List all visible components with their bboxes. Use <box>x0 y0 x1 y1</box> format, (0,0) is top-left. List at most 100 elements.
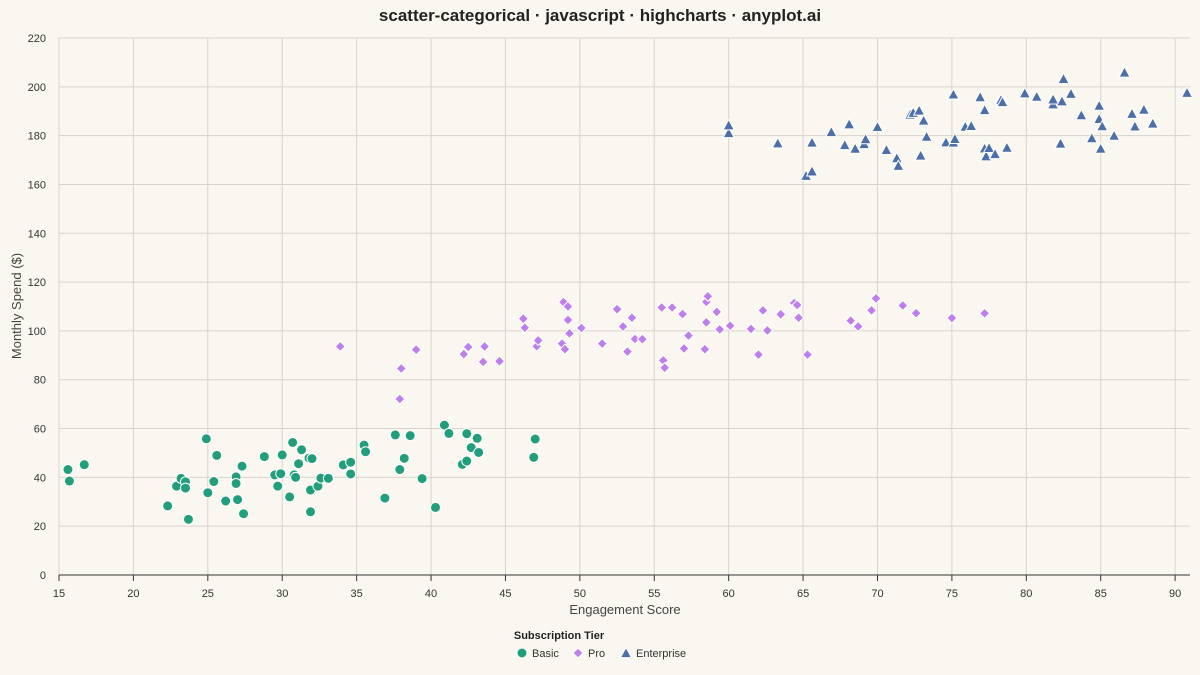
data-point <box>410 343 422 356</box>
data-point <box>978 103 991 116</box>
chart-title: scatter-categorical · javascript · highc… <box>379 6 821 25</box>
data-point <box>284 491 296 503</box>
data-point <box>275 468 287 480</box>
data-point <box>917 113 930 126</box>
data-point <box>430 501 442 513</box>
data-point <box>62 464 74 476</box>
data-point <box>722 118 736 131</box>
series-enterprise <box>722 65 1194 181</box>
data-point <box>519 322 531 334</box>
data-point <box>1018 86 1032 99</box>
y-tick-label: 120 <box>28 277 46 289</box>
data-point <box>676 308 689 320</box>
data-point <box>791 299 803 311</box>
data-point <box>1180 86 1194 98</box>
grid-lines <box>58 37 1190 575</box>
data-point <box>395 362 407 375</box>
triangle-marker-icon <box>619 646 633 659</box>
data-point <box>477 356 489 368</box>
data-point <box>182 513 194 525</box>
data-point <box>897 299 909 312</box>
data-point <box>322 472 334 484</box>
data-point <box>658 362 671 374</box>
x-tick-label: 80 <box>1020 588 1032 600</box>
data-point <box>1094 142 1108 154</box>
legend-title: Subscription Tier <box>514 630 605 642</box>
data-point <box>379 492 391 504</box>
data-point <box>272 480 284 492</box>
data-point <box>1125 107 1139 119</box>
series-basic <box>62 419 541 525</box>
data-point <box>394 464 406 476</box>
data-point <box>1095 119 1109 132</box>
data-point <box>655 301 668 314</box>
x-tick-label: 25 <box>202 588 214 600</box>
data-point <box>1057 72 1070 84</box>
data-point <box>801 348 814 361</box>
data-point <box>258 451 270 463</box>
y-tick-label: 80 <box>34 375 46 387</box>
y-tick-label: 140 <box>28 228 46 240</box>
data-point <box>682 329 695 342</box>
data-point <box>478 340 491 353</box>
data-point <box>948 132 962 144</box>
data-point <box>978 307 991 320</box>
data-point <box>859 132 872 145</box>
data-point <box>394 393 406 405</box>
data-point <box>345 468 357 480</box>
data-point <box>871 120 884 133</box>
x-tick-label: 50 <box>574 588 586 600</box>
data-point <box>575 322 588 334</box>
data-point <box>290 471 302 483</box>
data-point <box>702 290 714 302</box>
legend-item-pro[interactable]: Pro <box>572 647 605 660</box>
data-point <box>232 494 244 506</box>
data-point <box>1000 141 1014 153</box>
x-tick-label: 20 <box>127 588 139 600</box>
data-point <box>1085 131 1099 144</box>
data-point <box>461 455 473 467</box>
data-point <box>1107 129 1121 141</box>
data-point <box>238 508 250 520</box>
data-point <box>745 323 757 335</box>
data-point <box>1054 136 1067 149</box>
legend-item-basic[interactable]: Basic <box>516 647 559 660</box>
data-point <box>473 446 485 458</box>
data-point <box>416 473 428 485</box>
x-tick-label: 75 <box>946 588 958 600</box>
data-point <box>1146 116 1160 129</box>
data-point <box>805 164 819 177</box>
data-point <box>838 138 852 151</box>
legend-item-enterprise[interactable]: Enterprise <box>619 646 687 661</box>
data-point <box>1118 65 1131 78</box>
data-point <box>345 456 357 468</box>
data-point <box>805 135 819 148</box>
x-axis-title: Engagement Score <box>569 602 680 617</box>
data-point <box>532 334 544 347</box>
data-point <box>880 143 893 155</box>
data-point <box>559 343 571 355</box>
data-point <box>493 355 506 367</box>
data-point <box>230 477 242 489</box>
x-tick-label: 85 <box>1095 588 1107 600</box>
x-tick-label: 40 <box>425 588 437 600</box>
data-points <box>62 65 1194 525</box>
data-point <box>761 324 774 337</box>
data-point <box>529 433 541 445</box>
data-point <box>438 419 450 431</box>
data-point <box>636 333 649 345</box>
y-axis-title: Monthly Spend ($) <box>9 253 24 359</box>
data-point <box>912 103 926 116</box>
data-point <box>458 348 470 360</box>
data-point <box>891 159 905 171</box>
data-point <box>617 320 629 333</box>
data-point <box>528 451 540 463</box>
series-pro <box>334 290 991 405</box>
y-tick-label: 40 <box>34 472 46 484</box>
data-point <box>471 432 483 444</box>
data-point <box>621 345 634 358</box>
data-point <box>842 117 856 130</box>
data-point <box>276 449 288 461</box>
